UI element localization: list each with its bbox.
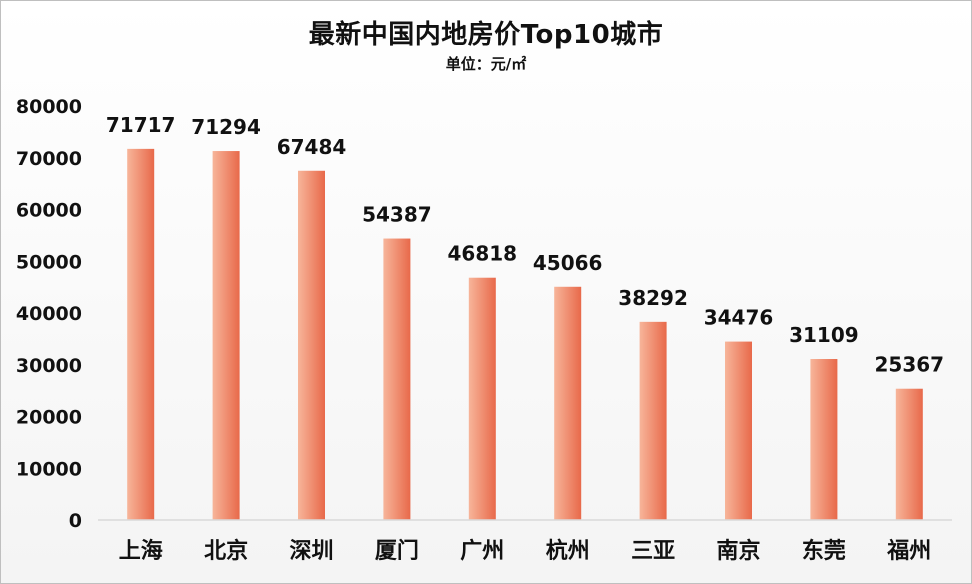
y-tick-label: 30000 [16,355,82,377]
y-tick-label: 50000 [16,251,82,273]
x-tick-label: 南京 [716,538,760,564]
bar [895,388,923,520]
x-tick-label: 广州 [460,538,504,564]
data-label: 54387 [362,203,432,227]
bar [725,341,752,520]
y-tick-label: 0 [69,510,82,532]
x-axis: 上海 北京 深圳 厦门 广州 杭州 三亚 南京 东莞 福州 [119,538,932,564]
y-tick-label: 70000 [16,148,82,170]
chart-title: 最新中国内地房价Top10城市 [308,20,664,50]
y-tick-label: 40000 [16,303,82,325]
data-label: 46818 [448,242,518,266]
bar [554,286,582,520]
data-label: 38292 [618,286,688,310]
bar [639,321,667,520]
bar [468,277,496,520]
bar [212,151,240,521]
bar [298,170,325,520]
data-label: 34476 [704,306,774,330]
bars [127,148,923,521]
bar [383,238,411,520]
y-tick-label: 80000 [16,96,82,118]
bar [127,148,155,520]
y-tick-label: 60000 [16,200,82,222]
data-label: 25367 [875,353,945,377]
x-tick-label: 上海 [119,538,163,564]
data-label: 45066 [533,251,603,275]
chart-subtitle: 单位：元/㎡ [445,55,527,73]
data-label: 67484 [277,135,347,159]
x-tick-label: 三亚 [631,539,675,564]
y-tick-label: 20000 [16,407,82,429]
data-label: 31109 [789,323,859,347]
x-tick-label: 杭州 [546,538,590,564]
x-tick-label: 厦门 [375,538,419,564]
x-tick-label: 北京 [204,538,248,564]
data-labels: 71717 71294 67484 54387 46818 45066 38292 34476… [106,113,944,377]
data-label: 71294 [191,115,261,139]
y-axis: 0 10000 20000 30000 40000 50000 60000 70000 8000… [16,96,82,532]
x-tick-label: 深圳 [289,539,333,564]
data-label: 71717 [106,113,176,137]
bar [810,359,838,520]
x-tick-label: 东莞 [802,538,846,564]
x-tick-label: 福州 [886,539,931,564]
y-tick-label: 10000 [16,458,82,480]
